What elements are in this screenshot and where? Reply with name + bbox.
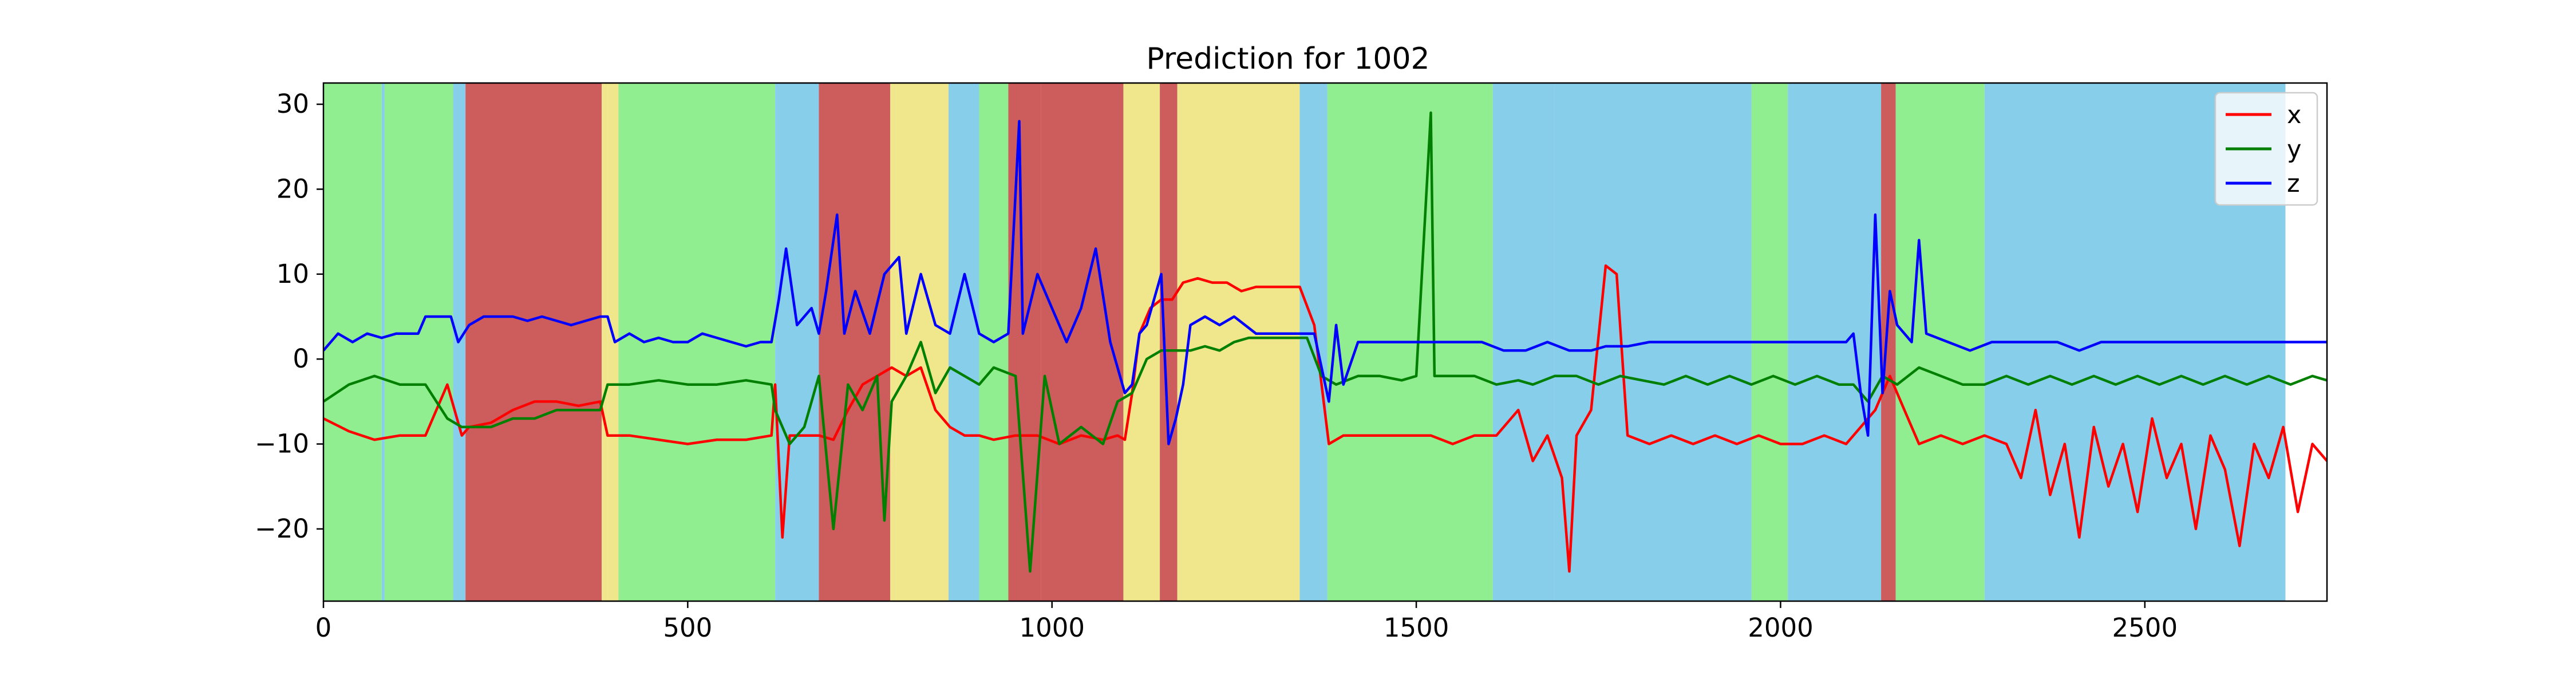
- y-tick-label: 10: [276, 259, 309, 289]
- legend-label-y: y: [2287, 135, 2301, 164]
- background-segment-green-2: [384, 83, 453, 601]
- series-line-x: [323, 264, 2327, 573]
- y-tick-label: 20: [276, 173, 309, 204]
- background-segment-green-26: [1895, 83, 1985, 601]
- legend: xyz: [2214, 92, 2318, 206]
- background-segment-yellow-5: [602, 83, 608, 601]
- plot-frame: [322, 82, 2328, 602]
- series-lines: [323, 111, 2327, 573]
- legend-label-x: x: [2287, 101, 2301, 129]
- chart-title: Prediction for 1002: [1146, 42, 1429, 76]
- background-segment-red-14: [1008, 83, 1041, 601]
- legend-label-z: z: [2287, 169, 2300, 198]
- background-segment-red-25: [1881, 83, 1896, 601]
- x-tick-label: 1500: [1384, 613, 1449, 643]
- background-segment-blue-19: [1299, 83, 1327, 601]
- x-tick-label: 2500: [2112, 613, 2178, 643]
- background-segment-red-4: [465, 83, 602, 601]
- y-tick-label: 0: [293, 344, 309, 374]
- background-segment-yellow-11: [896, 83, 949, 601]
- x-tick-label: 2000: [1748, 613, 1814, 643]
- background-segment-yellow-16: [1123, 83, 1160, 601]
- background-segment-yellow-6: [607, 83, 619, 601]
- x-tick-label: 0: [315, 613, 332, 643]
- background-segment-red-17: [1160, 83, 1178, 601]
- y-tick-label: 30: [276, 89, 309, 119]
- y-axis: −20 −10 0 10 20 30: [255, 89, 323, 544]
- x-tick-label: 1000: [1019, 613, 1085, 643]
- x-tick-label: 500: [663, 613, 712, 643]
- series-line-y: [323, 111, 2327, 573]
- background-segment-yellow-10: [890, 83, 896, 601]
- y-tick-label: −20: [255, 514, 309, 544]
- background-segment-blue-12: [949, 83, 979, 601]
- series-line-z: [323, 120, 2327, 445]
- y-tick-label: −10: [255, 429, 309, 459]
- background-segment-blue-1: [381, 83, 385, 601]
- background-segment-red-9: [819, 83, 891, 601]
- x-axis: 0 500 1000 1500 2000 2500: [315, 601, 2178, 643]
